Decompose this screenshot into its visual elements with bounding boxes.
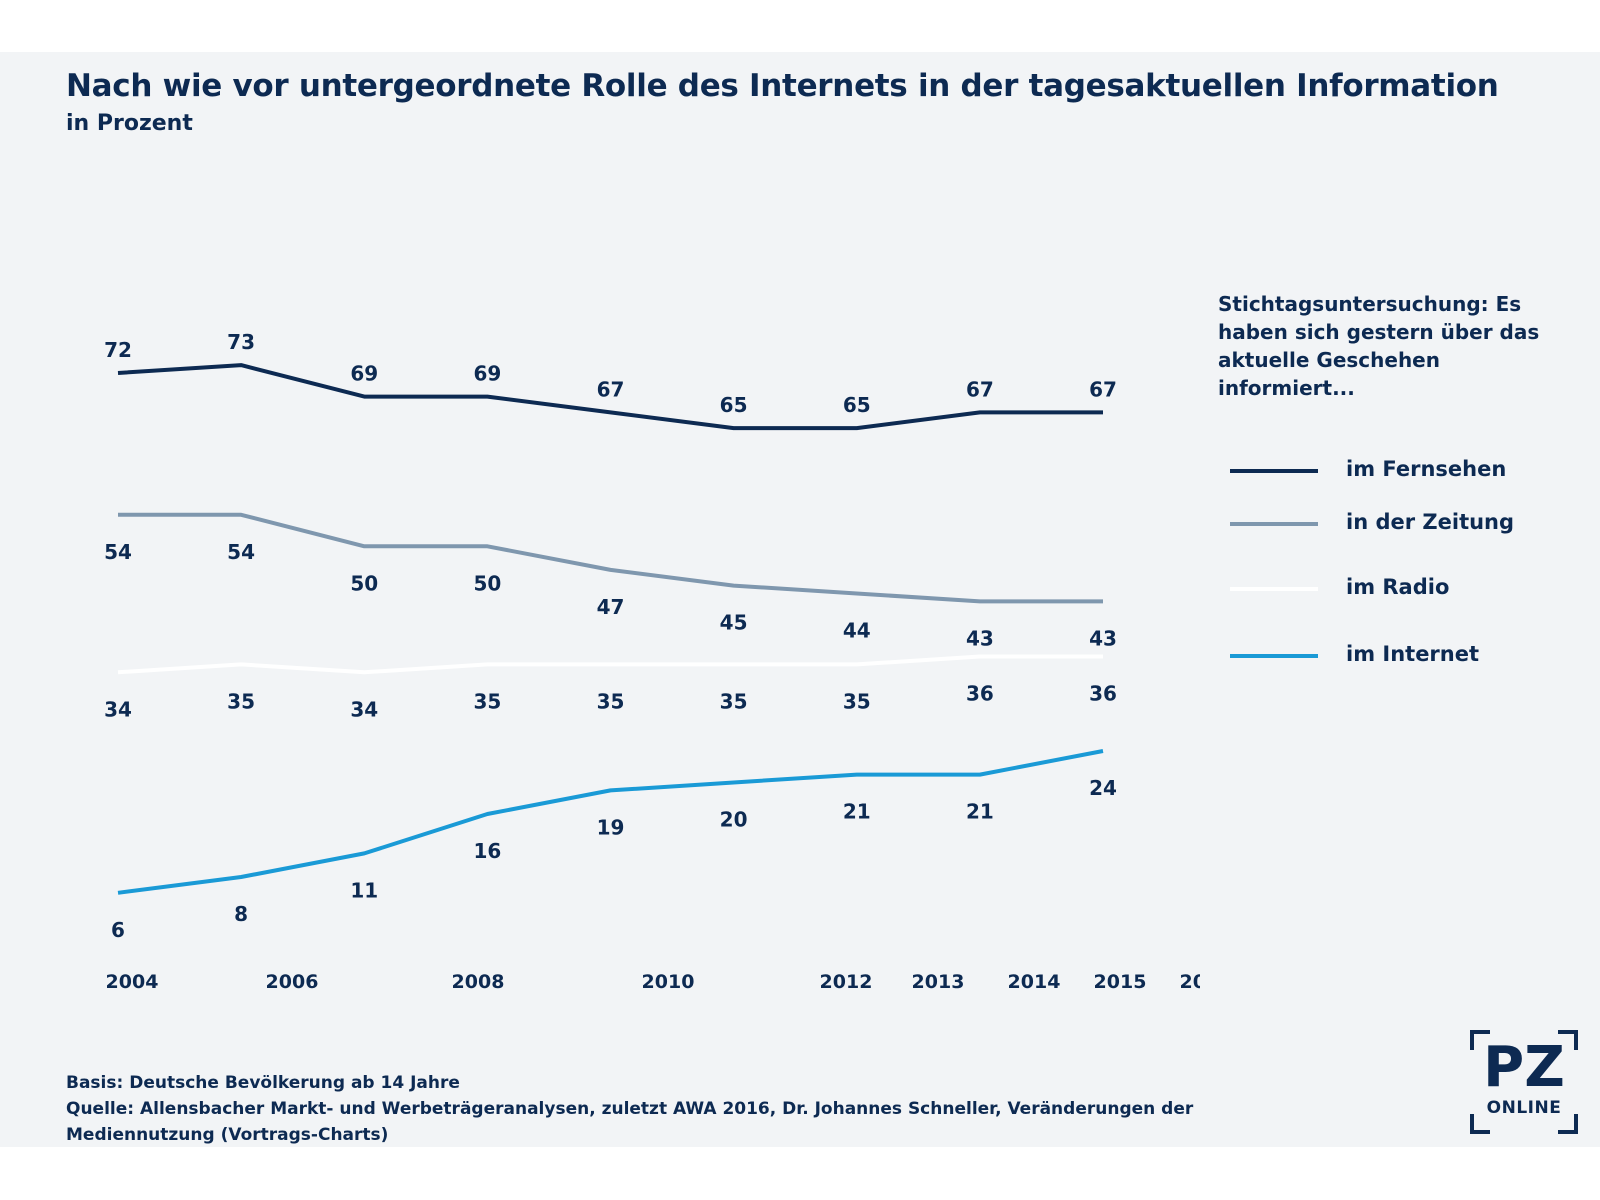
footer-source: Quelle: Allensbacher Markt- und Werbeträ… (66, 1099, 1194, 1145)
data-label: 73 (227, 330, 255, 354)
data-label: 16 (473, 839, 501, 863)
logo-main: PZ (1483, 1035, 1565, 1100)
x-tick-label: 2016 (1180, 971, 1200, 993)
legend-item-zeitung: in der Zeitung (1230, 510, 1570, 540)
data-label: 6 (111, 918, 125, 942)
data-label: 36 (966, 682, 994, 706)
x-tick-label: 2006 (266, 971, 319, 993)
data-label: 47 (597, 595, 625, 619)
data-label: 45 (720, 611, 748, 635)
legend-swatch-internet (1230, 654, 1318, 658)
data-label: 35 (843, 689, 871, 713)
footer-basis: Basis: Deutsche Bevölkerung ab 14 Jahre (66, 1073, 460, 1093)
legend-label: im Fernsehen (1346, 457, 1507, 481)
legend-swatch-fernsehen (1230, 469, 1318, 473)
data-label: 24 (1089, 776, 1117, 800)
line-chart: 72 73 69 69 67 65 65 67 67 54 54 50 50 47 45 44 43 43 34 35… (104, 330, 1200, 993)
x-tick-label: 2015 (1094, 971, 1147, 993)
x-tick-label: 2004 (106, 971, 159, 993)
data-label: 43 (966, 626, 994, 650)
x-tick-label: 2012 (820, 971, 873, 993)
chart-footer: Basis: Deutsche Bevölkerung ab 14 Jahre … (66, 1070, 1246, 1148)
data-label: 8 (234, 902, 248, 926)
data-label: 44 (843, 619, 871, 643)
legend-label: im Radio (1346, 575, 1450, 599)
data-label: 69 (473, 362, 501, 386)
x-tick-label: 2010 (642, 971, 695, 993)
legend-title: Stichtagsuntersuchung: Es haben sich ges… (1218, 292, 1540, 400)
data-label: 54 (104, 540, 132, 564)
legend-item-radio: im Radio (1230, 575, 1570, 605)
data-label: 35 (227, 689, 255, 713)
data-label: 21 (966, 800, 994, 824)
chart-subtitle: in Prozent (66, 111, 193, 136)
data-label: 67 (966, 377, 994, 401)
data-label: 19 (597, 815, 625, 839)
logo-sub: ONLINE (1486, 1098, 1562, 1118)
data-label: 50 (473, 571, 501, 595)
data-label: 65 (720, 393, 748, 417)
legend-swatch-zeitung (1230, 522, 1318, 526)
data-label: 54 (227, 540, 255, 564)
data-label: 43 (1089, 626, 1117, 650)
data-label: 67 (1089, 377, 1117, 401)
data-label: 36 (1089, 682, 1117, 706)
data-label: 35 (720, 689, 748, 713)
series-line-0 (117, 363, 1103, 431)
chart-panel (0, 52, 1600, 1147)
pz-online-logo: PZ ONLINE (1470, 1030, 1578, 1134)
legend-label: im Internet (1346, 642, 1480, 666)
data-label: 72 (104, 338, 132, 362)
legend-swatch-radio (1230, 587, 1318, 591)
data-label: 11 (350, 878, 378, 902)
data-label: 69 (350, 362, 378, 386)
data-label: 35 (473, 689, 501, 713)
chart-title: Nach wie vor untergeordnete Rolle des In… (66, 68, 1499, 104)
x-tick-label: 2014 (1008, 971, 1061, 993)
data-label: 67 (597, 377, 625, 401)
data-label: 34 (104, 697, 132, 721)
legend-item-fernsehen: im Fernsehen (1230, 457, 1570, 487)
data-label: 34 (350, 697, 378, 721)
x-tick-label: 2008 (452, 971, 505, 993)
data-label: 65 (843, 393, 871, 417)
data-label: 50 (350, 571, 378, 595)
x-tick-label: 2013 (912, 971, 965, 993)
series-line-2 (117, 654, 1103, 675)
data-label: 20 (720, 808, 748, 832)
data-label: 21 (843, 800, 871, 824)
data-label: 35 (597, 689, 625, 713)
legend-item-internet: im Internet (1230, 642, 1570, 672)
series-line-3 (117, 749, 1104, 895)
series-line-1 (118, 512, 1103, 604)
legend-label: in der Zeitung (1346, 510, 1515, 534)
